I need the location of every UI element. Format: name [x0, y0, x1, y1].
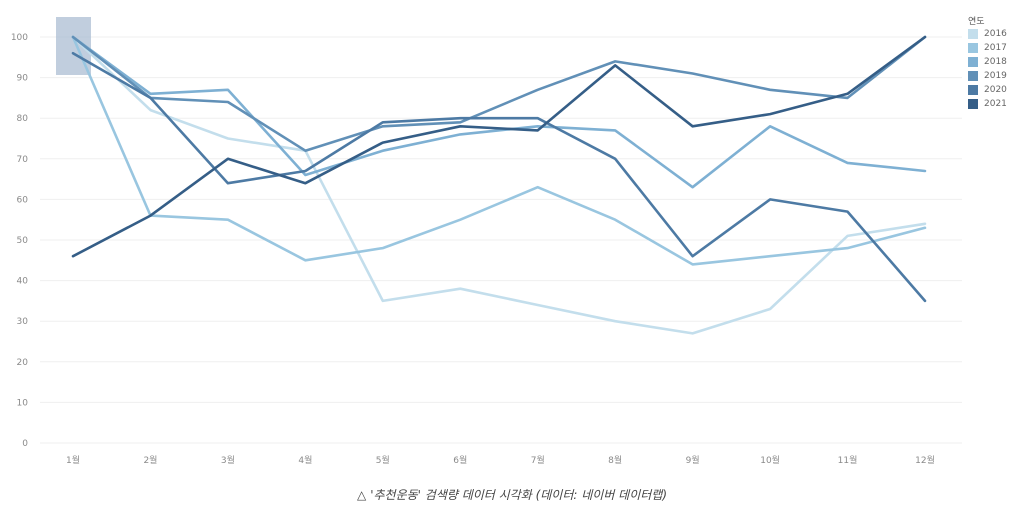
x-axis-ticks: 1월 2월 3월 4월 5월 6월 7월 8월 9월 10월 11월 12월 — [66, 454, 935, 466]
triangle-icon: △ — [356, 488, 367, 502]
caption-text: '추천운동' 검색량 데이터 시각화 (데이터: 네이버 데이터랩) — [370, 488, 668, 502]
legend-label: 2021 — [984, 99, 1007, 109]
legend-label: 2019 — [984, 71, 1007, 81]
y-tick-label: 10 — [17, 398, 29, 408]
legend-title: 연도 — [968, 17, 985, 27]
legend-label: 2016 — [984, 29, 1007, 39]
legend-label: 2018 — [984, 57, 1007, 67]
series-line-2018[interactable] — [71, 35, 927, 189]
series-line-2019[interactable] — [71, 35, 927, 152]
series-line-2021[interactable] — [71, 35, 927, 258]
x-tick-label: 8월 — [608, 454, 622, 466]
gridlines — [40, 36, 962, 444]
legend-item-2017[interactable]: 2017 — [968, 41, 1007, 55]
y-tick-label: 80 — [17, 114, 29, 124]
y-tick-label: 100 — [11, 33, 28, 43]
series-line-2016[interactable] — [71, 35, 927, 335]
y-tick-label: 30 — [17, 317, 29, 327]
x-tick-label: 10월 — [760, 454, 780, 466]
series-lines — [71, 35, 927, 335]
series-line-2017[interactable] — [71, 35, 927, 266]
legend-label: 2017 — [984, 43, 1007, 53]
legend-swatch — [968, 99, 978, 109]
legend-swatch — [968, 29, 978, 39]
y-tick-label: 60 — [17, 195, 29, 205]
legend-swatch — [968, 71, 978, 81]
x-tick-label: 1월 — [66, 454, 80, 466]
legend-label: 2020 — [984, 85, 1007, 95]
legend-swatch — [968, 85, 978, 95]
y-tick-label: 70 — [17, 155, 29, 165]
y-tick-label: 20 — [17, 358, 29, 368]
x-tick-label: 4월 — [298, 454, 312, 466]
legend-item-2018[interactable]: 2018 — [968, 55, 1007, 69]
legend: 2016 2017 2018 2019 2020 2021 — [968, 27, 1007, 111]
legend-swatch — [968, 43, 978, 53]
legend-item-2016[interactable]: 2016 — [968, 27, 1007, 41]
y-tick-label: 40 — [17, 277, 29, 287]
y-tick-label: 90 — [17, 74, 29, 84]
x-tick-label: 12월 — [915, 454, 935, 466]
legend-item-2020[interactable]: 2020 — [968, 83, 1007, 97]
x-tick-label: 6월 — [453, 454, 467, 466]
legend-item-2019[interactable]: 2019 — [968, 69, 1007, 83]
x-tick-label: 7월 — [531, 454, 545, 466]
legend-swatch — [968, 57, 978, 67]
x-tick-label: 3월 — [221, 454, 235, 466]
y-tick-label: 0 — [22, 439, 28, 449]
y-tick-label: 50 — [17, 236, 29, 246]
x-tick-label: 5월 — [376, 454, 390, 466]
x-tick-label: 9월 — [686, 454, 700, 466]
line-chart: 0 10 20 30 40 50 60 70 80 90 100 1월 2월 3월 4월 5월 6월 7월 8월 9… — [11, 17, 962, 466]
caption: △ '추천운동' 검색량 데이터 시각화 (데이터: 네이버 데이터랩) — [0, 486, 1024, 503]
legend-item-2021[interactable]: 2021 — [968, 97, 1007, 111]
y-axis-ticks: 0 10 20 30 40 50 60 70 80 90 100 — [11, 33, 28, 449]
x-tick-label: 11월 — [838, 454, 858, 466]
x-tick-label: 2월 — [143, 454, 157, 466]
